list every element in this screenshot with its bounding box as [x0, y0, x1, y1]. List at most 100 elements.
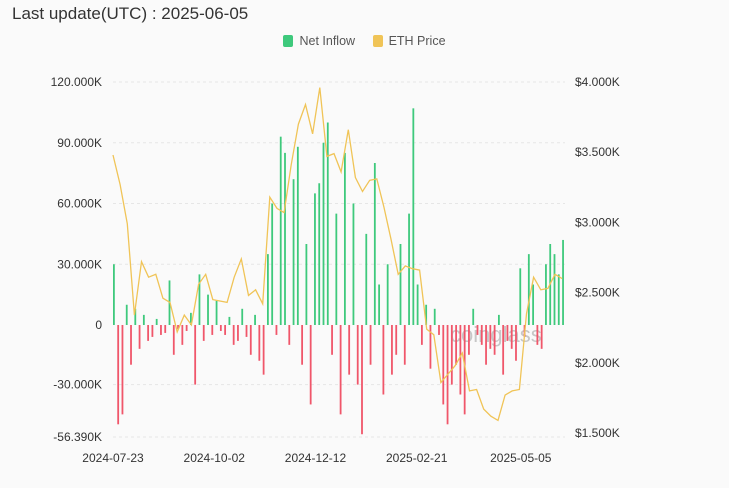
net-inflow-bar [386, 264, 389, 325]
net-inflow-bar [172, 325, 175, 355]
y-left-tick-label: 90.000K [57, 136, 102, 150]
net-inflow-bar [292, 179, 295, 325]
net-inflow-bar [125, 304, 128, 325]
net-inflow-bar [361, 325, 363, 435]
net-inflow-bar [382, 325, 385, 395]
net-inflow-bar [540, 325, 543, 349]
net-inflow-bar [237, 325, 239, 341]
net-inflow-bar [113, 264, 115, 325]
y-left-tick-label: -56.390K [53, 430, 102, 444]
net-inflow-bar [459, 325, 462, 395]
net-inflow-bar [189, 312, 192, 325]
net-inflow-bar [515, 325, 517, 361]
legend-swatch-icon [283, 35, 294, 47]
net-inflow-bar [138, 325, 141, 349]
net-inflow-bar [532, 284, 535, 325]
x-tick-label: 2024-10-02 [184, 451, 246, 465]
net-inflow-bar [326, 122, 329, 325]
net-inflow-bar [365, 233, 368, 325]
net-inflow-bar [296, 146, 299, 325]
x-tick-label: 2024-12-12 [285, 451, 347, 465]
net-inflow-bar [399, 244, 402, 325]
y-left-tick-label: -30.000K [53, 378, 102, 392]
net-inflow-bar [207, 294, 209, 325]
net-inflow-bar [185, 325, 188, 331]
net-inflow-bar [215, 300, 218, 325]
net-inflow-bar [117, 325, 120, 425]
y-left-tick-label: 120.000K [51, 75, 102, 89]
watermark: coinglass [450, 322, 542, 347]
net-inflow-bar [219, 325, 222, 331]
net-inflow-bar [455, 325, 458, 365]
net-inflow-bar [181, 325, 184, 345]
net-inflow-bar [228, 316, 231, 325]
net-inflow-bar [493, 325, 496, 355]
legend-label: Net Inflow [299, 34, 356, 48]
net-inflow-bar [429, 325, 432, 369]
y-left-tick-label: 30.000K [57, 257, 102, 271]
net-inflow-bar [155, 318, 158, 325]
net-inflow-bar [562, 239, 564, 325]
net-inflow-bar [271, 203, 274, 325]
net-inflow-bar [301, 325, 304, 365]
net-inflow-bar [194, 325, 197, 385]
legend-item-net-inflow[interactable]: Net Inflow [283, 34, 355, 48]
net-inflow-bar [151, 325, 154, 337]
net-inflow-bar [442, 325, 445, 405]
net-inflow-bar [164, 325, 167, 333]
net-inflow-bar [480, 325, 483, 345]
net-inflow-bar [506, 325, 509, 341]
net-inflow-bar [510, 325, 513, 349]
net-inflow-bar [502, 325, 505, 375]
net-inflow-bar [472, 308, 475, 325]
net-inflow-bar [121, 325, 124, 415]
net-inflow-bar [266, 254, 269, 325]
net-inflow-bar [177, 325, 179, 329]
net-inflow-bar [211, 325, 214, 335]
net-inflow-bar [485, 325, 487, 365]
net-inflow-bar [198, 274, 201, 325]
legend: Net Inflow ETH Price [0, 34, 729, 50]
net-inflow-bar [202, 325, 205, 341]
net-inflow-bar [416, 284, 419, 325]
net-inflow-bar [335, 213, 338, 325]
y-right-tick-label: $4.000K [575, 75, 620, 89]
net-inflow-bar [519, 268, 522, 325]
net-inflow-bar [403, 325, 406, 365]
legend-item-eth-price[interactable]: ETH Price [372, 34, 446, 48]
net-inflow-bar [438, 325, 440, 335]
net-inflow-bar [249, 325, 252, 355]
net-inflow-bar [433, 308, 436, 325]
net-inflow-bar [224, 325, 227, 335]
net-inflow-bar [245, 325, 248, 337]
net-inflow-bar [468, 325, 470, 355]
y-left-tick-label: 0 [95, 318, 102, 332]
net-inflow-bar [463, 325, 466, 415]
x-tick-label: 2025-05-05 [490, 451, 552, 465]
net-inflow-bar [147, 325, 150, 341]
net-inflow-bar [279, 136, 282, 325]
legend-swatch-icon [372, 35, 383, 47]
net-inflow-bar [160, 325, 162, 335]
net-inflow-bar [378, 284, 381, 325]
net-inflow-bar [545, 264, 547, 325]
x-tick-label: 2024-07-23 [82, 451, 144, 465]
net-inflow-bar [339, 325, 342, 415]
net-inflow-bar [288, 325, 291, 345]
y-right-tick-label: $3.500K [575, 145, 620, 159]
eth-price-line [112, 87, 563, 422]
net-inflow-bar [314, 193, 316, 325]
y-right-tick-label: $3.000K [575, 215, 620, 229]
net-inflow-bar [348, 325, 351, 375]
y-right-tick-label: $1.500K [575, 426, 620, 440]
net-inflow-bar [322, 142, 325, 325]
net-inflow-bar [331, 325, 333, 355]
net-inflow-bar [275, 325, 278, 335]
net-inflow-bar [309, 325, 312, 405]
net-inflow-bar [352, 203, 355, 325]
net-inflow-bar [232, 325, 235, 345]
net-inflow-bar [527, 254, 530, 325]
x-tick-label: 2025-02-21 [386, 451, 448, 465]
net-inflow-bar [142, 314, 145, 325]
